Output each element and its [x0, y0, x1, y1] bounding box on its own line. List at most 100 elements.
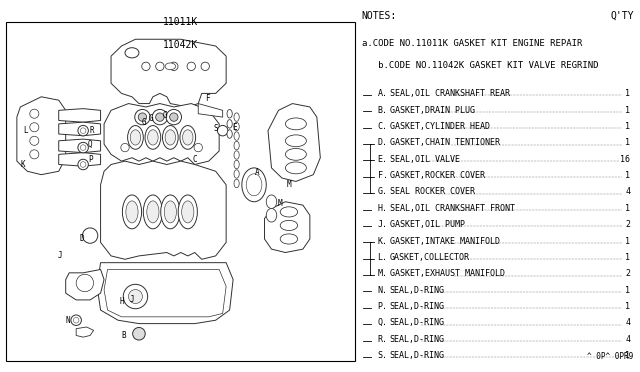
Text: 1: 1 [625, 171, 630, 180]
Circle shape [129, 289, 143, 304]
Text: H.: H. [378, 204, 388, 213]
Ellipse shape [163, 126, 178, 149]
Circle shape [78, 125, 88, 136]
Text: G: G [149, 114, 154, 123]
Ellipse shape [165, 63, 175, 70]
Text: J: J [130, 295, 134, 304]
Bar [6, 22, 355, 361]
Circle shape [170, 113, 178, 121]
Text: M: M [287, 180, 291, 189]
Text: K.: K. [378, 237, 388, 246]
Circle shape [76, 274, 93, 292]
Text: GASKET,OIL PUMP: GASKET,OIL PUMP [390, 220, 465, 229]
Text: D: D [79, 234, 84, 243]
Text: D.: D. [378, 138, 388, 147]
Text: 1: 1 [625, 302, 630, 311]
Ellipse shape [122, 195, 141, 229]
Text: M: M [278, 199, 282, 208]
Polygon shape [59, 139, 100, 153]
Text: 1: 1 [625, 204, 630, 213]
Polygon shape [59, 153, 100, 166]
Text: SEAL ROCKER COVER: SEAL ROCKER COVER [390, 187, 475, 196]
Text: H: H [119, 297, 124, 306]
Polygon shape [100, 161, 226, 259]
Text: 2: 2 [625, 269, 630, 278]
Circle shape [201, 62, 209, 71]
Text: F.: F. [378, 171, 388, 180]
Text: GASKET,ROCKER COVER: GASKET,ROCKER COVER [390, 171, 484, 180]
Text: S.: S. [378, 351, 388, 360]
Ellipse shape [164, 201, 177, 223]
Circle shape [83, 228, 98, 243]
Circle shape [156, 113, 164, 121]
Ellipse shape [182, 201, 194, 223]
Circle shape [187, 62, 195, 71]
Circle shape [141, 62, 150, 71]
Text: Q: Q [88, 140, 92, 149]
Ellipse shape [285, 118, 307, 130]
Circle shape [132, 327, 145, 340]
Text: 2: 2 [625, 220, 630, 229]
Circle shape [156, 62, 164, 71]
Circle shape [121, 143, 129, 152]
Text: SEAL,OIL VALVE: SEAL,OIL VALVE [390, 155, 460, 164]
Text: G: G [142, 118, 147, 127]
Text: GASKET,CYLINDER HEAD: GASKET,CYLINDER HEAD [390, 122, 490, 131]
Ellipse shape [234, 122, 239, 131]
Text: a.CODE NO.11011K GASKET KIT ENGINE REPAIR: a.CODE NO.11011K GASKET KIT ENGINE REPAI… [362, 39, 582, 48]
Circle shape [71, 315, 81, 326]
Text: 1: 1 [625, 89, 630, 98]
Text: 1: 1 [625, 106, 630, 115]
Ellipse shape [266, 208, 276, 222]
Ellipse shape [182, 130, 193, 145]
Text: 1: 1 [625, 122, 630, 131]
Circle shape [166, 109, 182, 125]
Ellipse shape [266, 195, 276, 208]
Polygon shape [111, 39, 226, 107]
Ellipse shape [234, 160, 239, 169]
Text: 1: 1 [625, 253, 630, 262]
Ellipse shape [147, 201, 159, 223]
Text: GASKET,EXHAUST MANIFOLD: GASKET,EXHAUST MANIFOLD [390, 269, 504, 278]
Circle shape [74, 317, 79, 323]
Text: GASKET,CHAIN TENTIONER: GASKET,CHAIN TENTIONER [390, 138, 500, 147]
Text: 1: 1 [625, 286, 630, 295]
Text: N.: N. [378, 286, 388, 295]
Text: SEAL,D-RING: SEAL,D-RING [390, 302, 445, 311]
Text: S: S [213, 125, 218, 134]
Text: 16: 16 [620, 155, 630, 164]
Text: G.: G. [378, 187, 388, 196]
Text: ^ 0P^ 0PR9: ^ 0P^ 0PR9 [588, 352, 634, 361]
Text: B: B [121, 331, 125, 340]
Text: 4: 4 [625, 335, 630, 344]
Ellipse shape [125, 48, 139, 58]
Text: 1: 1 [625, 138, 630, 147]
Ellipse shape [127, 126, 143, 149]
Circle shape [81, 162, 86, 167]
Polygon shape [97, 263, 233, 324]
Ellipse shape [234, 179, 239, 188]
Polygon shape [264, 202, 310, 253]
Polygon shape [76, 327, 93, 337]
Text: SEAL,D-RING: SEAL,D-RING [390, 286, 445, 295]
Text: SEAL,D-RING: SEAL,D-RING [390, 335, 445, 344]
Text: Q.: Q. [378, 318, 388, 327]
Text: GASKET,DRAIN PLUG: GASKET,DRAIN PLUG [390, 106, 475, 115]
Ellipse shape [242, 168, 266, 202]
Polygon shape [66, 269, 104, 300]
Ellipse shape [165, 130, 175, 145]
Circle shape [135, 109, 150, 125]
Circle shape [30, 109, 39, 118]
Text: J.: J. [378, 220, 388, 229]
Text: N: N [65, 316, 70, 325]
Ellipse shape [145, 126, 161, 149]
Text: M.: M. [378, 269, 388, 278]
Ellipse shape [148, 130, 158, 145]
Ellipse shape [227, 120, 232, 128]
Text: R.: R. [378, 335, 388, 344]
Polygon shape [268, 103, 321, 182]
Circle shape [194, 143, 202, 152]
Text: GASKET,COLLECTOR: GASKET,COLLECTOR [390, 253, 470, 262]
Text: 4: 4 [625, 187, 630, 196]
Text: C.: C. [378, 122, 388, 131]
